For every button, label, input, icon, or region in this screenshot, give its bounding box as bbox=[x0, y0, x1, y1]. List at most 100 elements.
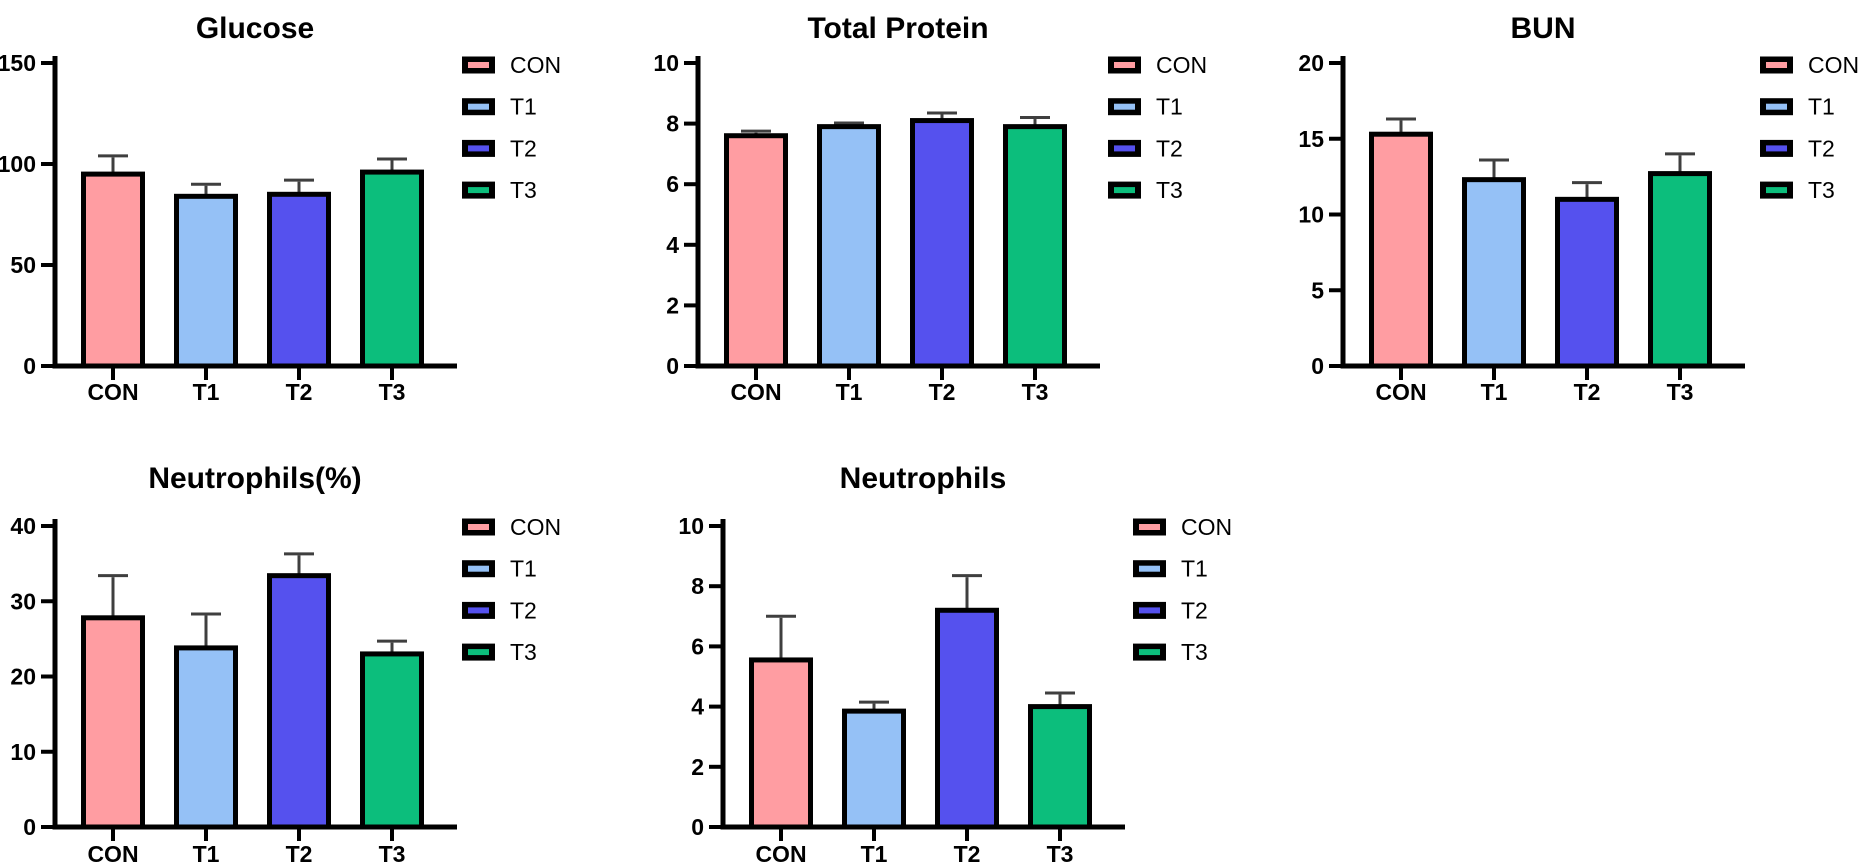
x-category-label: T1 bbox=[193, 841, 220, 867]
chart-neutrophils: Neutrophils 0 2 4 6 8 10 CON T1 T2 T3 CON T1 T2 T3 bbox=[620, 430, 1240, 867]
legend-swatch-t1 bbox=[1139, 565, 1160, 572]
y-tick-label: 8 bbox=[691, 573, 704, 599]
bar-t1 bbox=[817, 124, 881, 369]
y-tick-label: 10 bbox=[1298, 202, 1324, 228]
bar-t2 bbox=[935, 607, 999, 830]
x-category-label: T1 bbox=[861, 841, 888, 867]
bar-con bbox=[81, 171, 145, 369]
x-category-label: CON bbox=[755, 841, 806, 867]
y-tick-label: 10 bbox=[678, 513, 704, 539]
chart-svg: BUN 0 5 10 15 20 CON T1 T2 T3 CON T1 T2 T3 bbox=[1298, 12, 1859, 405]
x-category-label: T1 bbox=[193, 379, 220, 405]
y-tick-label: 4 bbox=[666, 232, 679, 258]
y-tick-label: 50 bbox=[10, 252, 36, 278]
bar-con bbox=[81, 615, 145, 830]
legend-swatch-con bbox=[468, 62, 489, 68]
y-tick-label: 100 bbox=[0, 151, 36, 177]
chart-total-protein: Total Protein 0 2 4 6 8 10 CON T1 T2 T3 CON T1 T2 T3 bbox=[620, 0, 1240, 418]
y-tick-label: 0 bbox=[1311, 353, 1324, 379]
legend-label: T3 bbox=[1808, 177, 1835, 203]
legend-label: CON bbox=[510, 514, 561, 540]
legend-label: CON bbox=[1181, 514, 1232, 540]
bar-t2 bbox=[267, 191, 331, 369]
chart-title: Glucose bbox=[196, 12, 314, 45]
legend-swatch-con bbox=[1766, 62, 1787, 68]
legend-label: CON bbox=[1808, 52, 1859, 78]
chart-glucose: Glucose 0 50 100 150 CON T1 T2 T3 CON T1 T2 T3 bbox=[0, 0, 620, 418]
bar-con bbox=[724, 133, 788, 369]
bar-t2 bbox=[910, 118, 974, 369]
x-category-label: T3 bbox=[1047, 841, 1074, 867]
legend-label: T1 bbox=[1808, 94, 1835, 120]
x-category-label: CON bbox=[730, 379, 781, 405]
x-category-label: T2 bbox=[286, 841, 313, 867]
y-tick-label: 10 bbox=[10, 739, 36, 765]
y-tick-label: 8 bbox=[666, 111, 679, 137]
legend-swatch-con bbox=[468, 524, 489, 530]
legend-label: T3 bbox=[510, 177, 537, 203]
legend-swatch-t3 bbox=[1766, 187, 1787, 194]
y-tick-label: 5 bbox=[1311, 277, 1324, 303]
legend-swatch-t1 bbox=[468, 565, 489, 572]
legend-swatch-t1 bbox=[1114, 103, 1135, 110]
chart-title: BUN bbox=[1511, 12, 1576, 45]
bar-t1 bbox=[1462, 177, 1526, 369]
y-tick-label: 6 bbox=[666, 171, 679, 197]
x-category-label: CON bbox=[1375, 379, 1426, 405]
bar-t2 bbox=[1555, 196, 1619, 369]
legend-swatch-t2 bbox=[1766, 145, 1787, 152]
legend-label: T1 bbox=[1156, 94, 1183, 120]
y-tick-label: 0 bbox=[666, 353, 679, 379]
legend-label: T2 bbox=[510, 135, 537, 161]
x-category-label: T2 bbox=[1574, 379, 1601, 405]
legend-label: T3 bbox=[1181, 639, 1208, 665]
y-tick-label: 0 bbox=[691, 814, 704, 840]
bar-t3 bbox=[1003, 124, 1067, 369]
legend-swatch-t3 bbox=[468, 649, 489, 656]
x-category-label: T3 bbox=[1022, 379, 1049, 405]
legend-swatch-t2 bbox=[1114, 145, 1135, 152]
bar-t1 bbox=[174, 645, 238, 830]
x-category-label: T2 bbox=[929, 379, 956, 405]
y-tick-label: 0 bbox=[23, 814, 36, 840]
legend-label: T1 bbox=[1181, 556, 1208, 582]
legend-swatch-t3 bbox=[1139, 649, 1160, 656]
chart-svg: Total Protein 0 2 4 6 8 10 CON T1 T2 T3 CON T1 T2 T3 bbox=[653, 12, 1207, 405]
x-category-label: T3 bbox=[379, 379, 406, 405]
x-category-label: T3 bbox=[1667, 379, 1694, 405]
x-category-label: CON bbox=[87, 379, 138, 405]
legend-label: CON bbox=[1156, 52, 1207, 78]
chart-neutrophils-pct: Neutrophils(%) 0 10 20 30 40 CON T1 T2 T3 CON T1 T2 T… bbox=[0, 430, 620, 867]
legend-label: T3 bbox=[510, 639, 537, 665]
y-tick-label: 10 bbox=[653, 50, 679, 76]
bar-t2 bbox=[267, 573, 331, 830]
y-tick-label: 20 bbox=[1298, 50, 1324, 76]
bar-t1 bbox=[174, 193, 238, 369]
legend-swatch-t1 bbox=[468, 103, 489, 110]
legend-label: T2 bbox=[510, 597, 537, 623]
chart-bun: BUN 0 5 10 15 20 CON T1 T2 T3 CON T1 T2 T3 bbox=[1240, 0, 1864, 418]
chart-svg: Neutrophils 0 2 4 6 8 10 CON T1 T2 T3 CON T1 T2 T3 bbox=[678, 462, 1232, 867]
legend-swatch-con bbox=[1114, 62, 1135, 68]
chart-title: Total Protein bbox=[807, 12, 988, 45]
bar-t3 bbox=[1648, 171, 1712, 369]
legend: CON T1 T2 T3 bbox=[462, 514, 561, 665]
legend-label: T1 bbox=[510, 556, 537, 582]
legend-label: T2 bbox=[1156, 135, 1183, 161]
legend-swatch-t1 bbox=[1766, 103, 1787, 110]
bar-t3 bbox=[1028, 704, 1092, 830]
legend: CON T1 T2 T3 bbox=[1760, 52, 1859, 203]
y-tick-label: 0 bbox=[23, 353, 36, 379]
chart-title: Neutrophils(%) bbox=[148, 462, 361, 495]
legend-swatch-t3 bbox=[1114, 187, 1135, 194]
y-tick-label: 6 bbox=[691, 633, 704, 659]
y-tick-label: 150 bbox=[0, 50, 36, 76]
x-category-label: T1 bbox=[836, 379, 863, 405]
x-category-label: T1 bbox=[1481, 379, 1508, 405]
legend-label: T1 bbox=[510, 94, 537, 120]
chart-svg: Glucose 0 50 100 150 CON T1 T2 T3 CON T1 T2 T3 bbox=[0, 12, 561, 405]
x-category-label: T3 bbox=[379, 841, 406, 867]
y-tick-label: 4 bbox=[691, 694, 704, 720]
bar-t3 bbox=[360, 169, 424, 369]
